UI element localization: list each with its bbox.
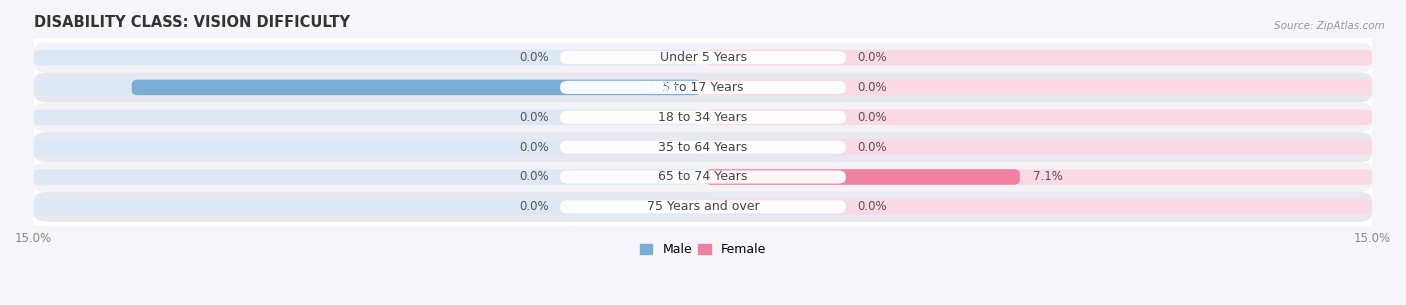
Text: 0.0%: 0.0% — [519, 111, 548, 124]
FancyBboxPatch shape — [560, 81, 846, 94]
Text: 0.0%: 0.0% — [858, 51, 887, 64]
Text: 65 to 74 Years: 65 to 74 Years — [658, 170, 748, 184]
Text: 0.0%: 0.0% — [858, 111, 887, 124]
FancyBboxPatch shape — [34, 102, 1372, 132]
Text: Under 5 Years: Under 5 Years — [659, 51, 747, 64]
Text: Source: ZipAtlas.com: Source: ZipAtlas.com — [1274, 21, 1385, 31]
Text: DISABILITY CLASS: VISION DIFFICULTY: DISABILITY CLASS: VISION DIFFICULTY — [34, 15, 350, 30]
Text: 0.0%: 0.0% — [519, 141, 548, 154]
Text: 0.0%: 0.0% — [858, 200, 887, 214]
Text: 0.0%: 0.0% — [519, 200, 548, 214]
FancyBboxPatch shape — [34, 43, 1372, 73]
FancyBboxPatch shape — [34, 109, 700, 125]
Text: 35 to 64 Years: 35 to 64 Years — [658, 141, 748, 154]
FancyBboxPatch shape — [34, 169, 700, 185]
FancyBboxPatch shape — [34, 162, 1372, 192]
FancyBboxPatch shape — [706, 169, 1019, 185]
FancyBboxPatch shape — [706, 109, 1372, 125]
Text: 75 Years and over: 75 Years and over — [647, 200, 759, 214]
FancyBboxPatch shape — [34, 132, 1372, 162]
FancyBboxPatch shape — [34, 50, 700, 65]
FancyBboxPatch shape — [560, 141, 846, 154]
FancyBboxPatch shape — [34, 80, 700, 95]
Text: 18 to 34 Years: 18 to 34 Years — [658, 111, 748, 124]
FancyBboxPatch shape — [34, 199, 700, 215]
FancyBboxPatch shape — [706, 139, 1372, 155]
FancyBboxPatch shape — [560, 170, 846, 184]
FancyBboxPatch shape — [132, 80, 700, 95]
Text: 12.8%: 12.8% — [644, 81, 681, 94]
Text: 0.0%: 0.0% — [519, 170, 548, 184]
Text: 7.1%: 7.1% — [1033, 170, 1063, 184]
FancyBboxPatch shape — [706, 50, 1372, 65]
Text: 0.0%: 0.0% — [519, 51, 548, 64]
FancyBboxPatch shape — [560, 51, 846, 64]
Legend: Male, Female: Male, Female — [636, 239, 770, 261]
FancyBboxPatch shape — [706, 199, 1372, 215]
FancyBboxPatch shape — [34, 139, 700, 155]
Text: 0.0%: 0.0% — [858, 141, 887, 154]
Text: 0.0%: 0.0% — [858, 81, 887, 94]
FancyBboxPatch shape — [34, 73, 1372, 102]
Text: 5 to 17 Years: 5 to 17 Years — [662, 81, 744, 94]
FancyBboxPatch shape — [34, 192, 1372, 222]
FancyBboxPatch shape — [706, 80, 1372, 95]
FancyBboxPatch shape — [706, 169, 1372, 185]
FancyBboxPatch shape — [560, 200, 846, 214]
FancyBboxPatch shape — [560, 111, 846, 124]
